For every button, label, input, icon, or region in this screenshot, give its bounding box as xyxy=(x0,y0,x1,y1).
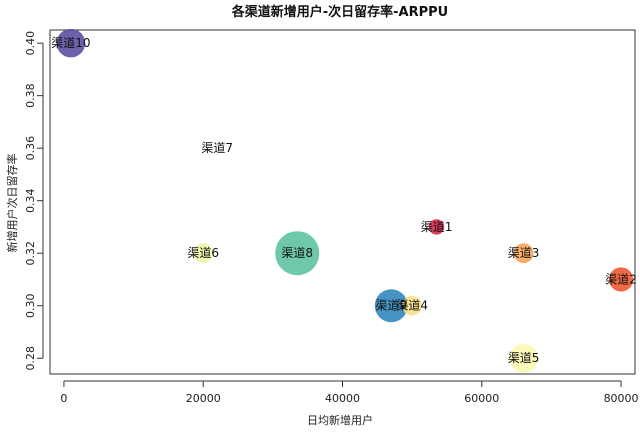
y-tick-label: 0.28 xyxy=(24,346,37,371)
x-axis-title: 日均新增用户 xyxy=(307,413,373,427)
y-axis-title: 新增用户次日留存率 xyxy=(5,154,19,253)
plot-frame xyxy=(49,29,636,375)
chart-title: 各渠道新增用户-次日留存率-ARPPU xyxy=(231,4,448,20)
point-label: 渠道10 xyxy=(51,36,90,50)
data-point xyxy=(608,267,634,292)
point-label: 渠道1 xyxy=(421,220,453,234)
x-tick-label: 40000 xyxy=(325,392,360,405)
point-label: 渠道4 xyxy=(396,299,428,313)
y-tick-label: 0.40 xyxy=(24,31,37,56)
y-tick-label: 0.32 xyxy=(24,241,37,266)
point-label: 渠道5 xyxy=(508,351,540,365)
x-tick-label: 60000 xyxy=(464,392,499,405)
data-point xyxy=(193,243,214,264)
y-tick-label: 0.30 xyxy=(24,293,37,318)
x-axis: 0 20000 40000 60000 80000 xyxy=(60,380,639,405)
y-tick-label: 0.36 xyxy=(24,136,37,161)
point-label: 渠道6 xyxy=(187,246,219,260)
y-axis: 0.28 0.30 0.32 0.34 0.36 0.38 0.40 xyxy=(24,31,44,371)
y-tick-label: 0.34 xyxy=(24,188,37,213)
data-point xyxy=(374,289,408,323)
y-tick-label: 0.38 xyxy=(24,83,37,108)
data-point xyxy=(509,343,538,373)
point-label: 渠道2 xyxy=(605,272,637,286)
point-label: 渠道3 xyxy=(508,246,540,260)
point-label: 渠道8 xyxy=(281,246,313,260)
x-tick-label: 0 xyxy=(60,392,67,405)
data-point xyxy=(428,219,445,235)
x-tick-label: 80000 xyxy=(604,392,639,405)
data-point xyxy=(513,243,534,264)
point-label: 渠道7 xyxy=(201,141,233,155)
data-points: 渠道1 渠道2 渠道3 渠道4 渠道5 渠道6 渠道7 渠道8 渠道9 渠道10 xyxy=(51,28,637,373)
point-label: 渠道9 xyxy=(375,299,407,313)
data-point xyxy=(275,231,320,276)
x-tick-label: 20000 xyxy=(186,392,221,405)
data-point xyxy=(56,28,86,58)
data-point xyxy=(402,295,423,316)
